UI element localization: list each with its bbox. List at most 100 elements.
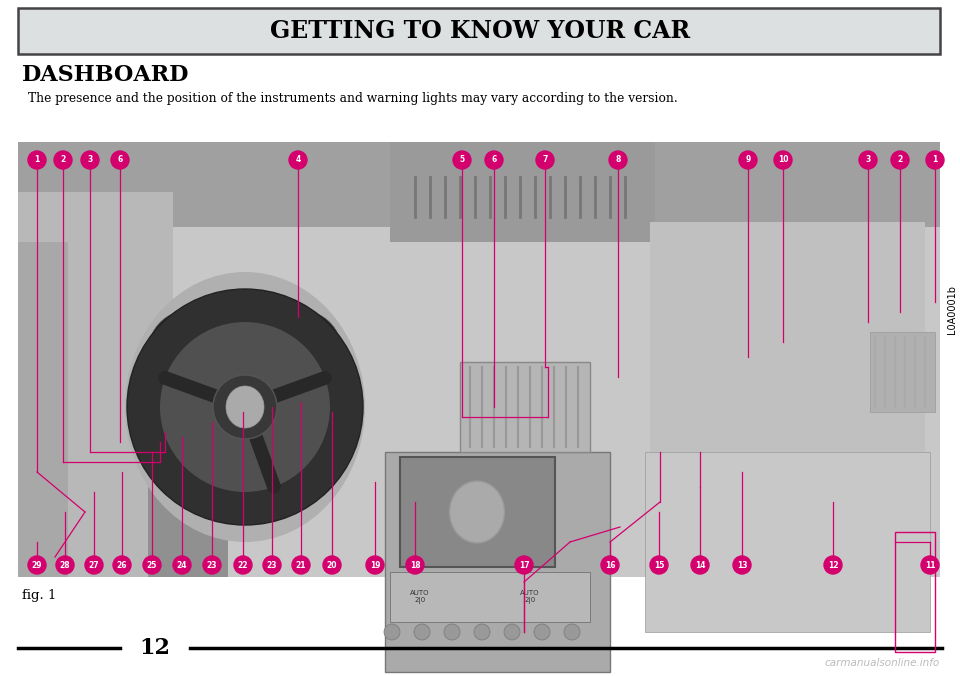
Circle shape [536, 151, 554, 169]
Circle shape [926, 151, 944, 169]
Ellipse shape [449, 481, 505, 543]
Bar [148, 392, 228, 577]
Circle shape [691, 556, 709, 574]
Bar [400, 457, 555, 567]
Text: 5: 5 [460, 155, 465, 164]
Text: 27: 27 [88, 560, 99, 569]
Bar [390, 142, 655, 242]
Text: 12: 12 [828, 560, 838, 569]
Text: 17: 17 [518, 560, 529, 569]
Text: 1: 1 [35, 155, 39, 164]
Text: 21: 21 [296, 560, 306, 569]
Circle shape [609, 151, 627, 169]
Ellipse shape [226, 386, 264, 428]
Circle shape [485, 151, 503, 169]
Circle shape [155, 317, 225, 387]
Circle shape [28, 151, 46, 169]
Text: 15: 15 [654, 560, 664, 569]
Text: 6: 6 [117, 155, 123, 164]
Text: AUTO
2|0: AUTO 2|0 [410, 590, 430, 604]
Text: 20: 20 [326, 560, 337, 569]
Bar [460, 362, 590, 452]
Text: 3: 3 [865, 155, 871, 164]
Circle shape [504, 624, 520, 640]
Bar [18, 142, 940, 577]
Text: 6: 6 [492, 155, 496, 164]
Text: GETTING TO KNOW YOUR CAR: GETTING TO KNOW YOUR CAR [270, 19, 690, 43]
Text: 24: 24 [177, 560, 187, 569]
Text: 1: 1 [932, 155, 938, 164]
Text: 7: 7 [542, 155, 548, 164]
Circle shape [650, 556, 668, 574]
Circle shape [474, 624, 490, 640]
Bar [18, 142, 940, 227]
Text: 28: 28 [60, 560, 70, 569]
Circle shape [143, 556, 161, 574]
Text: 23: 23 [267, 560, 277, 569]
Bar [895, 532, 935, 652]
Text: 12: 12 [139, 637, 171, 659]
Text: 9: 9 [745, 155, 751, 164]
Bar [385, 452, 610, 672]
Circle shape [739, 151, 757, 169]
Circle shape [234, 556, 252, 574]
Bar [650, 222, 925, 502]
Text: 2: 2 [60, 155, 65, 164]
Bar [18, 242, 68, 577]
Bar [870, 332, 935, 412]
Text: 18: 18 [410, 560, 420, 569]
Circle shape [515, 556, 533, 574]
Text: carmanualsonline.info: carmanualsonline.info [825, 658, 940, 668]
Text: 11: 11 [924, 560, 935, 569]
Bar [18, 192, 173, 577]
Text: 25: 25 [147, 560, 157, 569]
Text: 2: 2 [898, 155, 902, 164]
Bar [390, 572, 590, 622]
Circle shape [203, 556, 221, 574]
Circle shape [292, 556, 310, 574]
Circle shape [733, 556, 751, 574]
Text: fig. 1: fig. 1 [22, 589, 57, 602]
Ellipse shape [125, 272, 365, 542]
Circle shape [113, 556, 131, 574]
Circle shape [258, 310, 342, 394]
Text: 10: 10 [778, 155, 788, 164]
Text: 29: 29 [32, 560, 42, 569]
Text: L0A0001b: L0A0001b [947, 285, 957, 335]
Circle shape [289, 151, 307, 169]
Circle shape [263, 556, 281, 574]
Circle shape [28, 556, 46, 574]
Circle shape [265, 317, 335, 387]
Text: 8: 8 [615, 155, 621, 164]
Text: DASHBOARD: DASHBOARD [22, 64, 189, 86]
Text: 22: 22 [238, 560, 249, 569]
Circle shape [601, 556, 619, 574]
Circle shape [414, 624, 430, 640]
Bar [18, 8, 940, 54]
Circle shape [323, 556, 341, 574]
Text: 4: 4 [296, 155, 300, 164]
Circle shape [85, 556, 103, 574]
Circle shape [859, 151, 877, 169]
Circle shape [366, 556, 384, 574]
Circle shape [444, 624, 460, 640]
Circle shape [384, 624, 400, 640]
Text: 13: 13 [736, 560, 747, 569]
Circle shape [534, 624, 550, 640]
Circle shape [54, 151, 72, 169]
Bar [645, 452, 930, 632]
Text: 23: 23 [206, 560, 217, 569]
Circle shape [173, 556, 191, 574]
Circle shape [564, 624, 580, 640]
Circle shape [453, 151, 471, 169]
Circle shape [921, 556, 939, 574]
Text: AUTO
2|0: AUTO 2|0 [520, 590, 540, 604]
Circle shape [111, 151, 129, 169]
Circle shape [406, 556, 424, 574]
Text: 26: 26 [117, 560, 128, 569]
Circle shape [81, 151, 99, 169]
Circle shape [774, 151, 792, 169]
Text: 14: 14 [695, 560, 706, 569]
Circle shape [824, 556, 842, 574]
Circle shape [148, 310, 232, 394]
